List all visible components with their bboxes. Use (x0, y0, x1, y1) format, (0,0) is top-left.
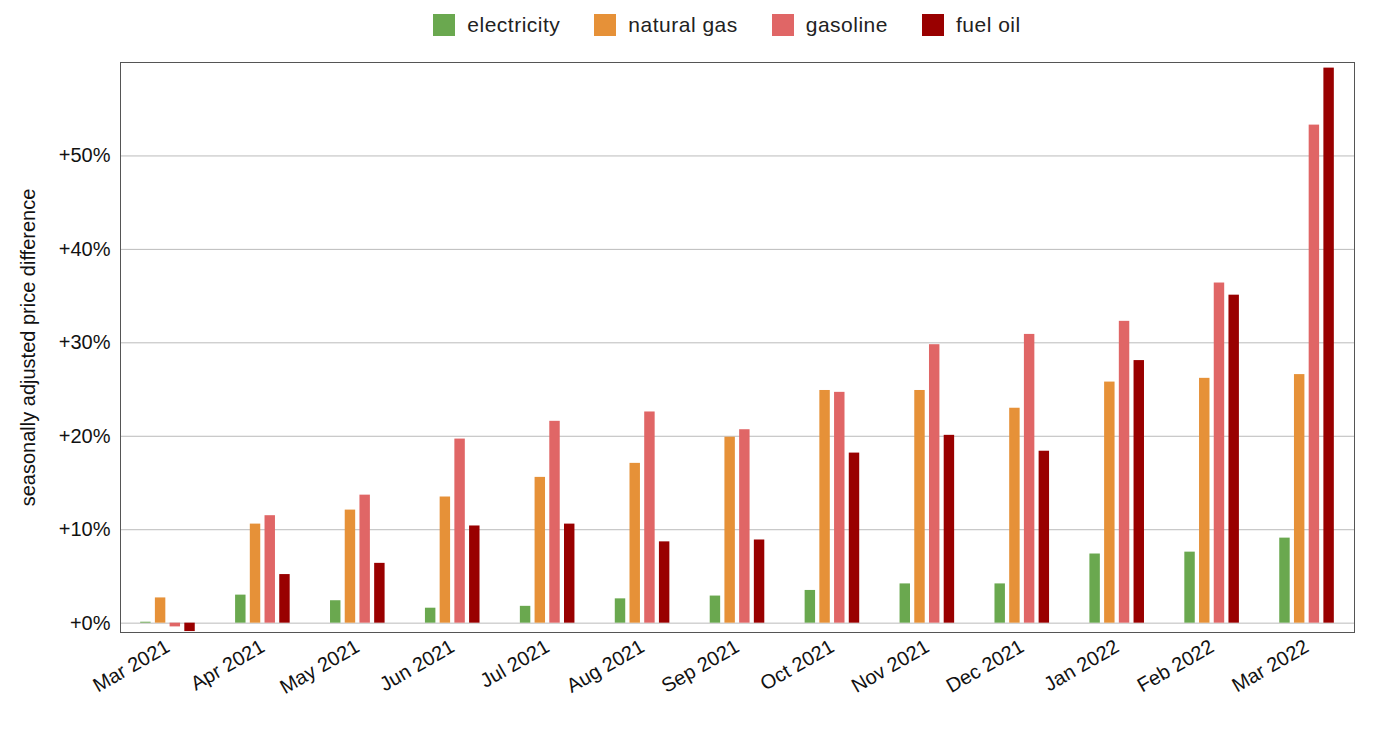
svg-text:Nov 2021: Nov 2021 (847, 635, 932, 697)
svg-text:Jul 2021: Jul 2021 (476, 635, 552, 692)
svg-text:+40%: +40% (59, 238, 111, 260)
html-text:gasoline: gasoline (805, 13, 888, 36)
svg-text:Apr 2021: Apr 2021 (187, 635, 268, 695)
svg-text:Dec 2021: Dec 2021 (942, 635, 1027, 697)
svg-text:+30%: +30% (59, 331, 111, 353)
svg-text:Mar 2021: Mar 2021 (89, 635, 173, 696)
svg-text:+50%: +50% (59, 144, 111, 166)
html-text:natural gas: natural gas (628, 13, 738, 36)
html-text:fuel oil: fuel oil (956, 13, 1021, 36)
svg-text:Aug 2021: Aug 2021 (563, 635, 648, 697)
html-text:electricity: electricity (467, 13, 561, 36)
svg-text:+20%: +20% (59, 425, 111, 447)
svg-text:+10%: +10% (59, 518, 111, 540)
svg-text:Jun 2021: Jun 2021 (376, 635, 458, 695)
svg-text:+0%: +0% (70, 612, 111, 634)
svg-text:May 2021: May 2021 (276, 635, 363, 698)
svg-text:Mar 2022: Mar 2022 (1228, 635, 1312, 696)
svg-text:seasonally adjusted price diff: seasonally adjusted price difference (17, 189, 39, 507)
svg-text:Sep 2021: Sep 2021 (658, 635, 743, 697)
svg-text:Oct 2021: Oct 2021 (756, 635, 837, 695)
svg-text:Feb 2022: Feb 2022 (1133, 635, 1217, 696)
svg-text:Jan 2022: Jan 2022 (1040, 635, 1122, 695)
